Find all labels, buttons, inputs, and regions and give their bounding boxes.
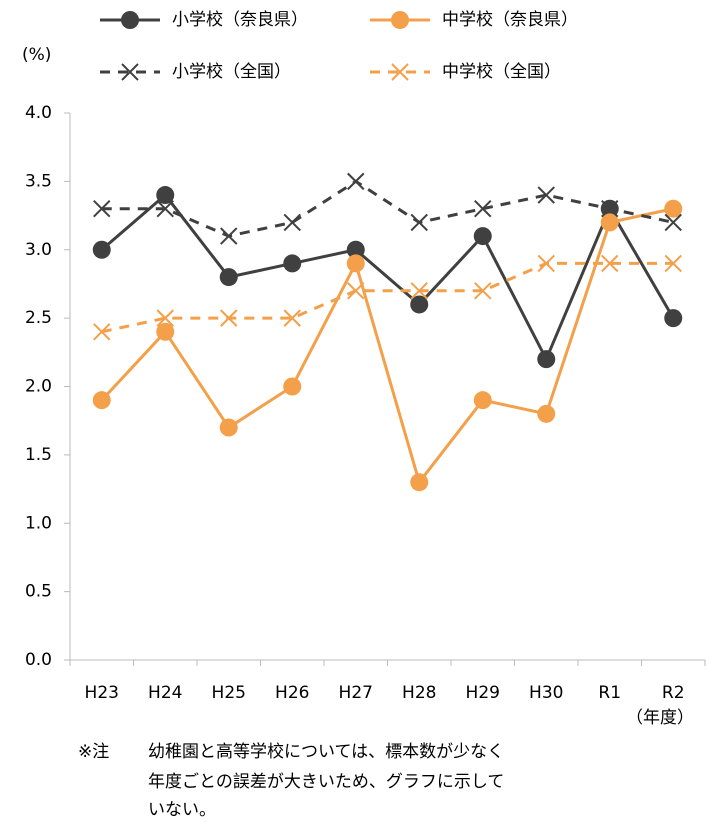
data-point (537, 186, 555, 204)
data-point (93, 200, 111, 218)
data-point (283, 377, 302, 396)
y-tick-label: 3.5 (25, 171, 52, 191)
note-line: 幼稚園と高等学校については、標本数が少なく (148, 742, 504, 762)
data-point (220, 227, 238, 245)
y-tick-label: 3.0 (25, 240, 52, 260)
x-tick-label: H28 (402, 683, 436, 703)
data-point (283, 254, 302, 273)
data-point (537, 254, 555, 273)
data-point (219, 268, 238, 287)
legend-marker (121, 63, 139, 81)
series-line (101, 179, 674, 238)
legend-label: 小学校（奈良県） (172, 10, 308, 30)
y-tick-label: 1.0 (25, 513, 52, 533)
y-tick-label: 4.0 (25, 103, 52, 123)
y-tick-label: 2.0 (25, 377, 52, 397)
x-tick-label: R2 (662, 683, 685, 703)
note-line: 年度ごとの誤差が大きいため、グラフに示して (148, 772, 504, 792)
x-tick-label: H25 (212, 683, 246, 703)
data-point (474, 200, 492, 218)
data-point (219, 418, 238, 437)
data-point (346, 254, 365, 273)
data-point (346, 240, 365, 259)
x-tick-label: H27 (339, 683, 373, 703)
x-tick-label: R1 (598, 683, 621, 703)
data-point (537, 350, 556, 369)
data-point (600, 213, 619, 232)
data-point (156, 322, 175, 341)
data-point (156, 186, 175, 205)
data-point (664, 254, 682, 273)
data-point (347, 172, 365, 191)
series-line (101, 261, 674, 334)
legend-marker (391, 11, 409, 29)
legend-marker (391, 63, 409, 81)
x-tick-label: H26 (275, 683, 309, 703)
y-tick-label: 0.0 (25, 650, 52, 670)
data-point (156, 309, 174, 327)
y-tick-label: 2.5 (25, 308, 52, 328)
data-point (664, 199, 683, 218)
data-point (473, 391, 492, 410)
data-point (220, 309, 238, 327)
data-point (347, 282, 365, 300)
data-point (92, 240, 111, 259)
note-line: いない。 (148, 800, 216, 820)
data-point (410, 473, 429, 492)
x-tick-label: H30 (529, 683, 563, 703)
legend-marker (121, 11, 139, 29)
series-line (100, 207, 674, 486)
data-point (410, 295, 429, 314)
y-tick-label: 1.5 (25, 445, 52, 465)
x-axis-label: （年度） (626, 708, 694, 728)
data-point (410, 282, 428, 300)
note-line: ※注 (78, 742, 109, 762)
data-point (601, 254, 619, 273)
x-tick-label: H29 (466, 683, 500, 703)
series-line (100, 192, 675, 363)
x-tick-label: H24 (148, 683, 182, 703)
legend-label: 小学校（全国） (172, 62, 291, 82)
data-point (601, 200, 619, 218)
data-point (474, 282, 492, 300)
y-unit: (%) (22, 45, 51, 65)
y-tick-label: 0.5 (25, 582, 52, 602)
data-point (537, 404, 556, 423)
data-point (93, 323, 111, 341)
data-point (283, 309, 301, 327)
data-point (473, 227, 492, 246)
data-point (156, 200, 174, 218)
legend-label: 中学校（奈良県） (442, 10, 578, 30)
data-point (664, 309, 683, 328)
data-point (664, 213, 682, 232)
data-point (92, 391, 111, 410)
data-point (283, 213, 301, 232)
legend-label: 中学校（全国） (442, 62, 561, 82)
data-point (410, 213, 428, 232)
x-tick-label: H23 (85, 683, 119, 703)
